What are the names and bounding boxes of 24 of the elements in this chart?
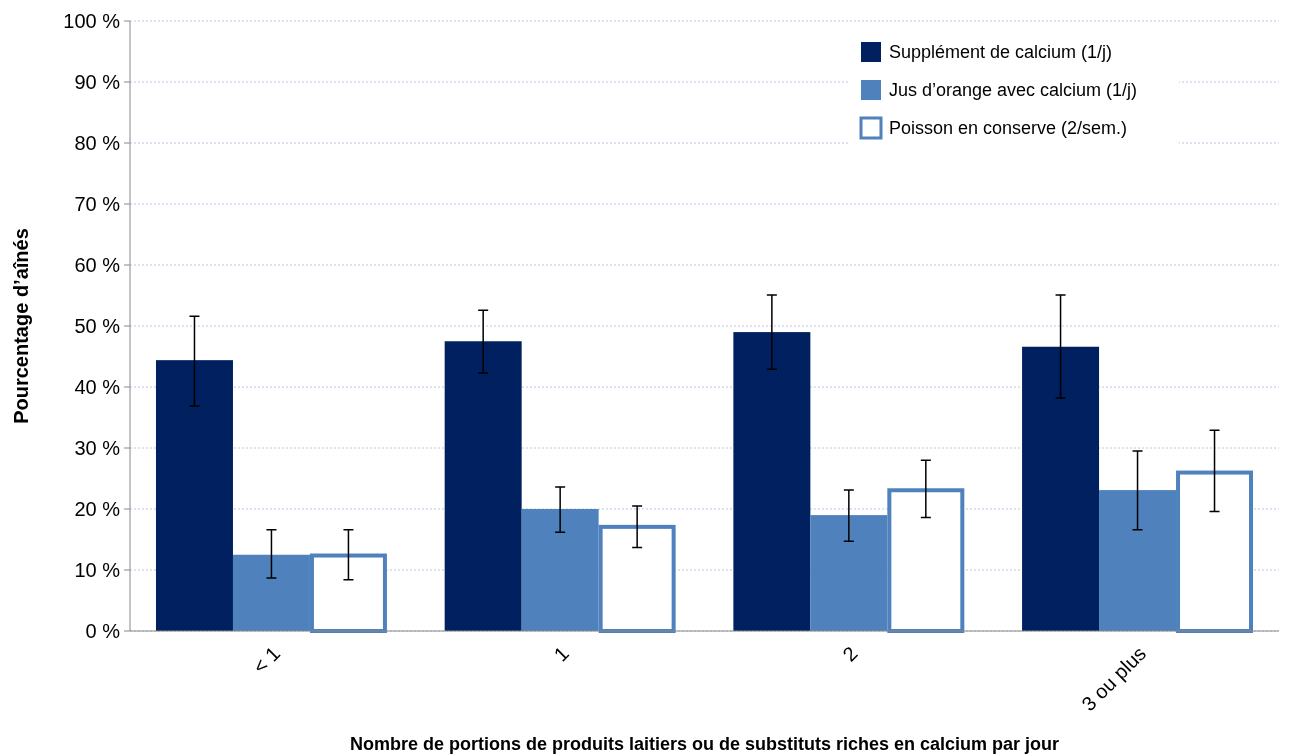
y-tick-label: 0 % — [85, 620, 121, 642]
x-axis-title: Nombre de portions de produits laitiers ou de substituts riches en calcium par jour — [349, 734, 1060, 754]
x-tick-label: 3 ou plus — [1077, 642, 1151, 716]
x-tick-label: 1 — [549, 642, 573, 666]
bar — [444, 341, 522, 631]
x-tick-label: < 1 — [248, 642, 285, 678]
y-tick-label: 100 % — [63, 10, 121, 32]
y-tick-label: 30 % — [74, 437, 121, 459]
legend-label: Supplément de calcium (1/j) — [889, 42, 1113, 63]
y-tick-label: 80 % — [74, 132, 121, 154]
y-tick-label: 40 % — [74, 376, 121, 398]
y-tick-label: 90 % — [74, 71, 121, 93]
y-tick-label: 70 % — [74, 193, 121, 215]
legend-label: Jus d’orange avec calcium (1/j) — [889, 80, 1138, 101]
bar — [733, 332, 811, 631]
y-tick-label: 60 % — [74, 254, 121, 276]
y-tick-label: 10 % — [74, 559, 121, 581]
legend-label: Poisson en conserve (2/sem.) — [889, 118, 1128, 139]
bar — [1022, 346, 1100, 631]
x-tick-label: 2 — [838, 642, 862, 666]
y-tick-label: 20 % — [74, 498, 121, 520]
bar — [155, 360, 233, 631]
y-axis-title: Pourcentage d’aînés — [10, 228, 32, 424]
y-tick-label: 50 % — [74, 315, 121, 337]
